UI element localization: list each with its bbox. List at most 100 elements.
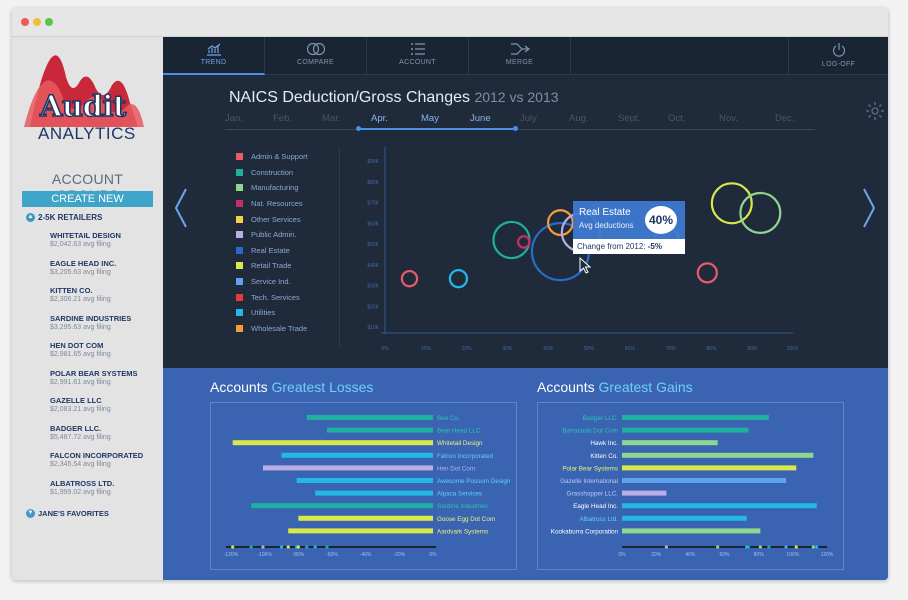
legend-item[interactable]: Wholesale Trade [236,321,336,337]
bar[interactable] [281,452,434,458]
bar[interactable] [622,452,814,458]
bar[interactable] [622,478,786,483]
legend-swatch [236,278,243,286]
legend-item[interactable]: Real Estate [236,243,336,259]
account-item[interactable]: GAZELLE LLC $2,083.21 avg filing [50,396,160,424]
gains-title-prefix: Accounts [537,379,595,395]
month-range-slider[interactable] [356,126,518,131]
bubble[interactable] [546,209,574,237]
account-item[interactable]: SARDINE INDUSTRIES $3,295.63 avg filing [50,314,160,342]
losses-title-prefix: Accounts [210,379,268,395]
bar[interactable] [296,478,433,483]
bar[interactable] [262,465,433,471]
bubble[interactable] [492,220,531,260]
bar[interactable] [251,503,433,509]
legend-item[interactable]: Construction [236,165,336,181]
bar[interactable] [622,415,769,420]
maximize-dot[interactable] [45,18,53,26]
legend-item[interactable]: Nat. Resources [236,196,336,212]
month-july[interactable]: July [520,113,537,124]
bubble[interactable] [739,191,782,234]
month-jan[interactable]: Jan. [225,113,243,124]
nav-trend[interactable]: TREND [163,37,265,75]
axis-marker [296,545,300,549]
minimize-dot[interactable] [33,18,41,26]
bar[interactable] [315,490,433,496]
bar[interactable] [622,427,749,433]
legend-item[interactable]: Admin & Support [236,149,336,165]
month-may[interactable]: May [421,113,439,124]
bubble[interactable] [400,269,419,288]
month-feb[interactable]: Feb. [273,113,293,124]
legend-label: Admin & Support [251,152,308,162]
account-item[interactable]: BADGER LLC. $5,487.72 avg filing [50,424,160,452]
legend-item[interactable]: Service Ind. [236,274,336,290]
account-item[interactable]: KITTEN CO. $2,306.21 avg filing [50,286,160,314]
month-apr[interactable]: Apr. [371,113,388,124]
account-item[interactable]: EAGLE HEAD INC. $3,205.63 avg filing [50,259,160,287]
month-dec[interactable]: Dec. [775,113,795,124]
next-arrow-icon[interactable] [861,187,877,229]
bar[interactable] [622,490,667,496]
axis-marker [815,545,819,549]
legend-item[interactable]: Other Services [236,211,336,227]
account-name: KITTEN CO. [50,286,93,295]
bar[interactable] [288,528,433,534]
bar[interactable] [622,440,718,446]
logo: Audit ANALYTICS [22,47,152,143]
bar[interactable] [622,465,797,471]
bar-label: Whitetail Design [437,440,483,447]
bubble[interactable] [696,262,718,284]
legend-label: Retail Trade [251,261,292,271]
page-title-main: NAICS Deduction/Gross Changes [229,89,470,106]
legend-item[interactable]: Manufacturing [236,180,336,196]
create-new-button[interactable]: CREATE NEW [22,191,153,207]
bar[interactable] [622,515,747,521]
bar[interactable] [306,415,433,420]
account-item[interactable]: WHITETAIL DESIGN $2,042.63 avg filing [50,231,160,259]
account-value: $2,083.21 avg filing [50,406,111,413]
losses-chart: Bee Co. Bear Head LLC. Whitetail Design Fal… [224,415,511,558]
bar-label: Alpaca Services [437,491,482,498]
legend-item[interactable]: Utilities [236,305,336,321]
month-aug[interactable]: Aug. [569,113,589,124]
bar[interactable] [232,440,433,446]
bubble[interactable] [448,269,469,289]
legend-swatch [236,215,243,223]
bar-label: Kitten Co. [590,453,618,460]
bar[interactable] [326,427,433,433]
bar-label: Hawk Inc. [590,440,618,447]
prev-arrow-icon[interactable] [173,187,189,229]
bar[interactable] [298,515,433,521]
axis-marker [305,545,309,549]
nav-merge[interactable]: MERGE [469,37,571,75]
group-header-favorites[interactable]: ▼ JANE'S FAVORITES [26,509,109,518]
legend-divider [339,147,340,347]
bar-label: Bear Head LLC. [437,428,482,435]
group-header-retailers[interactable]: ▲ 2-5K RETAILERS [26,213,102,222]
month-oct[interactable]: Oct. [668,113,686,124]
account-item[interactable]: HEN DOT COM $2,981.65 avg filing [50,341,160,369]
bubble[interactable] [710,182,753,225]
legend-item[interactable]: Retail Trade [236,258,336,274]
top-nav: TREND COMPARE ACCOUNT MERGE LOG-OFF [163,37,888,75]
legend-item[interactable]: Tech. Services [236,289,336,305]
logo-mountain-icon [24,55,144,127]
month-nov[interactable]: Nov. [719,113,738,124]
month-sept[interactable]: Sept. [618,113,641,124]
account-item[interactable]: ALBATROSS LTD. $1,999.02 avg filing [50,479,160,507]
account-item[interactable]: POLAR BEAR SYSTEMS $2,991.61 avg filing [50,369,160,397]
month-june[interactable]: June [470,113,491,124]
month-mar[interactable]: Mar. [322,113,341,124]
bar-tick-label: 40% [685,552,696,558]
gear-icon[interactable] [865,101,885,121]
bar[interactable] [622,528,761,534]
nav-compare[interactable]: COMPARE [265,37,367,75]
nav-account[interactable]: ACCOUNT [367,37,469,75]
legend-item[interactable]: Public Admin. [236,227,336,243]
close-dot[interactable] [21,18,29,26]
nav-logoff[interactable]: LOG-OFF [788,37,888,75]
bar[interactable] [622,503,817,509]
account-item[interactable]: FALCON INCORPORATED $2,345.54 avg filing [50,451,160,479]
bubble[interactable] [516,235,531,249]
